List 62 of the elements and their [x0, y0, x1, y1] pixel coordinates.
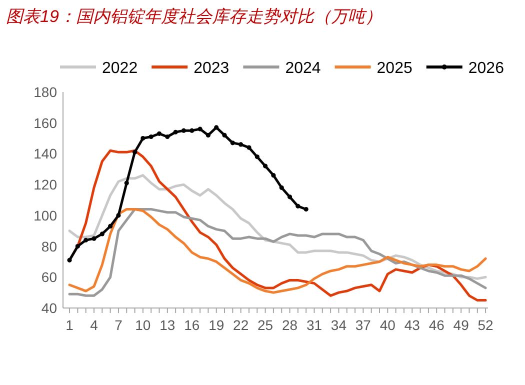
point: [148, 134, 154, 140]
point: [271, 173, 276, 178]
point: [214, 125, 219, 130]
point: [304, 206, 308, 212]
point: [206, 132, 210, 138]
point: [165, 134, 170, 140]
legend-label: 2026: [468, 60, 504, 77]
x-tick-label: 1: [66, 317, 74, 333]
x-tick-label: 46: [428, 317, 445, 333]
point: [296, 204, 300, 208]
chart-title: 图表19：国内铝锭年度社会库存走势对比（万吨）: [6, 7, 382, 26]
x-tick-label: 43: [404, 317, 420, 333]
point: [230, 140, 235, 146]
point: [75, 244, 80, 249]
x-tick-label: 40: [380, 317, 396, 333]
y-tick-label: 120: [34, 176, 58, 193]
y-tick-label: 140: [34, 146, 58, 162]
x-tick-label: 4: [90, 317, 98, 333]
point: [100, 232, 104, 236]
legend-label: 2024: [285, 60, 321, 77]
x-tick-label: 49: [453, 317, 470, 333]
x-tick-label: 16: [184, 317, 200, 333]
x-tick-label: 37: [355, 317, 372, 333]
y-tick-label: 100: [34, 207, 58, 224]
legend-label: 2022: [102, 60, 138, 77]
point: [238, 142, 244, 147]
point: [124, 180, 129, 186]
x-tick-label: 10: [135, 317, 151, 333]
point: [140, 136, 146, 141]
point: [173, 130, 178, 134]
point: [156, 131, 162, 136]
point: [263, 164, 268, 168]
x-tick-label: 28: [282, 317, 298, 333]
y-tick-label: 40: [41, 300, 58, 316]
point: [198, 126, 202, 132]
point: [132, 150, 138, 154]
point: [92, 236, 96, 241]
point: [190, 128, 194, 133]
point: [254, 154, 260, 160]
x-tick-label: 13: [160, 317, 176, 333]
point: [116, 213, 121, 218]
y-tick-label: 180: [34, 84, 58, 100]
point: [287, 194, 292, 200]
point: [246, 145, 252, 150]
y-tick-label: 60: [41, 269, 58, 286]
x-tick-label: 7: [114, 317, 123, 333]
point: [181, 128, 186, 133]
x-tick-label: 19: [208, 317, 224, 333]
legend-label: 2023: [194, 60, 230, 77]
x-tick-label: 22: [233, 317, 249, 333]
point: [108, 224, 113, 229]
x-tick-label: 31: [306, 317, 322, 333]
y-tick-label: 80: [41, 238, 58, 254]
legend-label: 2025: [376, 60, 412, 77]
y-tick-label: 160: [34, 114, 58, 131]
point: [279, 185, 284, 190]
point: [67, 258, 72, 262]
x-tick-label: 25: [258, 317, 274, 333]
point: [222, 132, 227, 138]
x-tick-label: 52: [478, 317, 494, 333]
point: [84, 238, 88, 242]
x-tick-label: 34: [330, 317, 347, 333]
